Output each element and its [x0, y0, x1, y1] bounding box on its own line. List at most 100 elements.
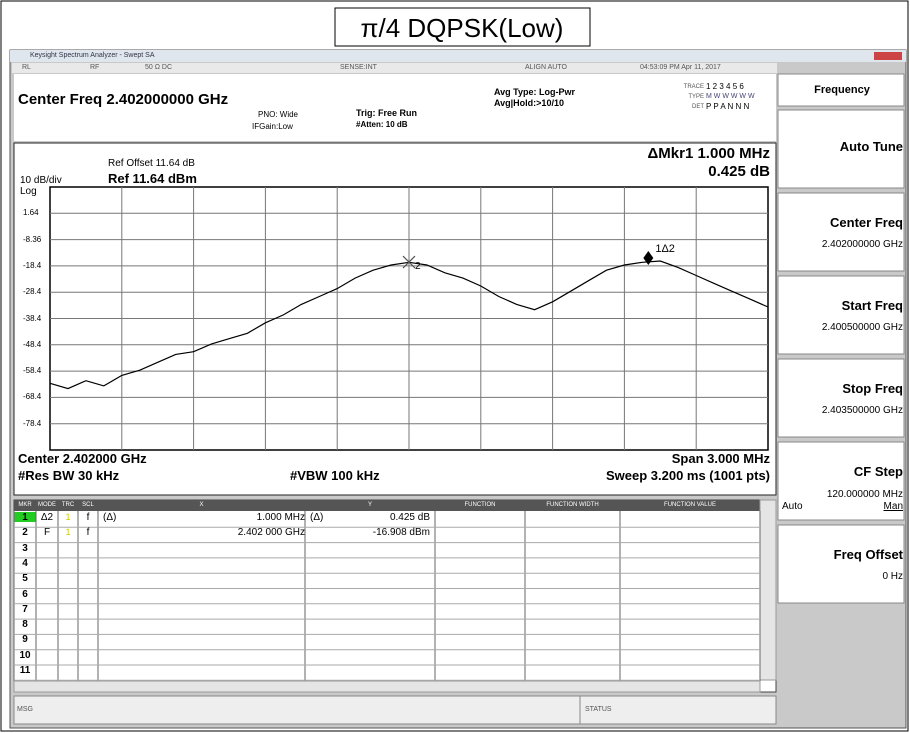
- status-label: STATUS: [585, 706, 612, 713]
- softkey-value: 120.000000 MHz: [826, 489, 903, 500]
- status-item: RL: [22, 64, 31, 71]
- table-header-cell: X: [199, 502, 204, 508]
- table-header-cell: MKR: [18, 502, 32, 508]
- y-cell: 0.425 dB: [389, 512, 430, 523]
- mode-cell: F: [43, 527, 51, 539]
- softkey-label[interactable]: Freq Offset: [833, 547, 903, 562]
- mkr-cell: 8: [22, 619, 28, 631]
- softkey-value: 0 Hz: [882, 571, 903, 582]
- softkey-label[interactable]: Auto Tune: [839, 139, 903, 154]
- softkey[interactable]: [777, 524, 905, 604]
- ref-level: Ref 11.64 dBm: [108, 171, 197, 186]
- status-item: ALIGN AUTO: [525, 64, 567, 71]
- window-title: Keysight Spectrum Analyzer - Swept SA: [30, 52, 155, 59]
- status-item: 50 Ω DC: [145, 64, 173, 71]
- span-label: Span 3.000 MHz: [671, 451, 770, 466]
- x-cell: 2.402 000 GHz: [237, 527, 305, 539]
- active-marker-cell: [14, 512, 36, 522]
- scl-cell: f: [86, 512, 90, 523]
- softkey-label[interactable]: Start Freq: [841, 298, 903, 313]
- pno: PNO: Wide: [258, 110, 299, 119]
- y-tick-label: -78.4: [23, 418, 42, 428]
- page-title: π/4 DQPSK(Low): [360, 13, 564, 43]
- table-header-cell: FUNCTION VALUE: [664, 502, 716, 508]
- mkr-cell: 2: [22, 527, 28, 539]
- mkr-cell: 9: [22, 634, 28, 646]
- title-box: [334, 7, 591, 47]
- mkr-cell: 11: [19, 665, 31, 676]
- scl-cell: f: [86, 527, 90, 539]
- marker-label: 2: [415, 261, 421, 273]
- scale: 10 dB/div: [20, 175, 62, 186]
- status-item: RF: [90, 64, 100, 71]
- close-button[interactable]: [874, 52, 902, 60]
- h-scrollbar[interactable]: [13, 680, 761, 693]
- x-cell: 1.000 MHz: [256, 512, 305, 523]
- det-label: DET: [692, 104, 704, 110]
- status-item: SENSE:INT: [340, 64, 377, 71]
- softkey-value: 2.400500000 GHz: [821, 322, 903, 333]
- softkey-value: 2.403500000 GHz: [821, 405, 903, 416]
- mkr-cell: 3: [22, 542, 28, 554]
- y-tick-label: -68.4: [23, 392, 42, 402]
- marker-readout: ΔMkr1 1.000 MHz: [647, 145, 771, 162]
- type-label: TYPE: [688, 94, 704, 100]
- status-row: [12, 63, 777, 73]
- table-header-cell: SCL: [82, 502, 94, 508]
- msg-label: MSG: [17, 706, 33, 713]
- ref-offset: Ref Offset 11.64 dB: [108, 158, 195, 169]
- table-header-cell: MODE: [38, 502, 56, 508]
- softkey[interactable]: [777, 192, 905, 272]
- marker-diamond: [643, 250, 654, 265]
- y-tick-label: -58.4: [23, 366, 42, 376]
- softkey-value: 2.402000000 GHz: [821, 239, 903, 250]
- marker-label: 1Δ2: [655, 242, 675, 255]
- header-panel: [14, 74, 776, 141]
- type-vals: M W W W W W: [706, 93, 755, 100]
- det-vals: P P A N N N: [706, 102, 750, 111]
- y-tick-label: -28.4: [23, 287, 42, 297]
- marker-x: [402, 255, 416, 269]
- center-label: Center 2.402000 GHz: [18, 451, 147, 466]
- table-header-cell: FUNCTION WIDTH: [546, 502, 599, 508]
- avg-type: Avg Type: Log-Pwr: [494, 87, 575, 97]
- menu-title: Frequency: [814, 84, 870, 96]
- rbw-label: #Res BW 30 kHz: [18, 468, 120, 483]
- y-tick-label: -18.4: [23, 260, 42, 270]
- y-tick-label: -8.36: [23, 234, 42, 244]
- trc-cell: 1: [65, 527, 71, 538]
- softkey-man: Man: [883, 501, 903, 512]
- vbw-label: #VBW 100 kHz: [290, 468, 380, 483]
- softkey[interactable]: [777, 275, 905, 355]
- trace-label: TRACE: [683, 84, 704, 90]
- y-tick-label: 1.64: [23, 208, 39, 218]
- center-freq: Center Freq 2.402000000 GHz: [18, 91, 229, 108]
- marker-value: 0.425 dB: [708, 163, 770, 180]
- y-fn-cell: (Δ): [310, 512, 324, 523]
- table-header-cell: TRC: [61, 502, 75, 508]
- softkey-label[interactable]: CF Step: [853, 464, 903, 479]
- x-fn-cell: (Δ): [103, 512, 117, 523]
- ifgain: IFGain:Low: [252, 122, 293, 131]
- softkey[interactable]: [777, 441, 905, 521]
- avg-hold: Avg|Hold:>10/10: [494, 98, 564, 108]
- table-header-cell: Y: [367, 502, 373, 508]
- softkey-label[interactable]: Center Freq: [830, 215, 903, 230]
- softkey-label[interactable]: Stop Freq: [842, 381, 903, 396]
- table-header: [14, 500, 760, 511]
- y-cell: -16.908 dBm: [372, 527, 430, 539]
- softkey[interactable]: [777, 358, 905, 438]
- trc-cell: 1: [65, 512, 71, 522]
- softkey[interactable]: [777, 109, 905, 189]
- message-bar: [13, 695, 777, 725]
- mkr-cell: 1: [22, 512, 28, 523]
- mode-cell: Δ2: [40, 512, 54, 523]
- mkr-cell: 5: [22, 573, 28, 585]
- log-label: Log: [20, 186, 37, 197]
- mkr-cell: 6: [22, 588, 28, 600]
- status-item: 04:53:09 PM Apr 11, 2017: [640, 64, 721, 71]
- menu-title-box: [777, 73, 905, 107]
